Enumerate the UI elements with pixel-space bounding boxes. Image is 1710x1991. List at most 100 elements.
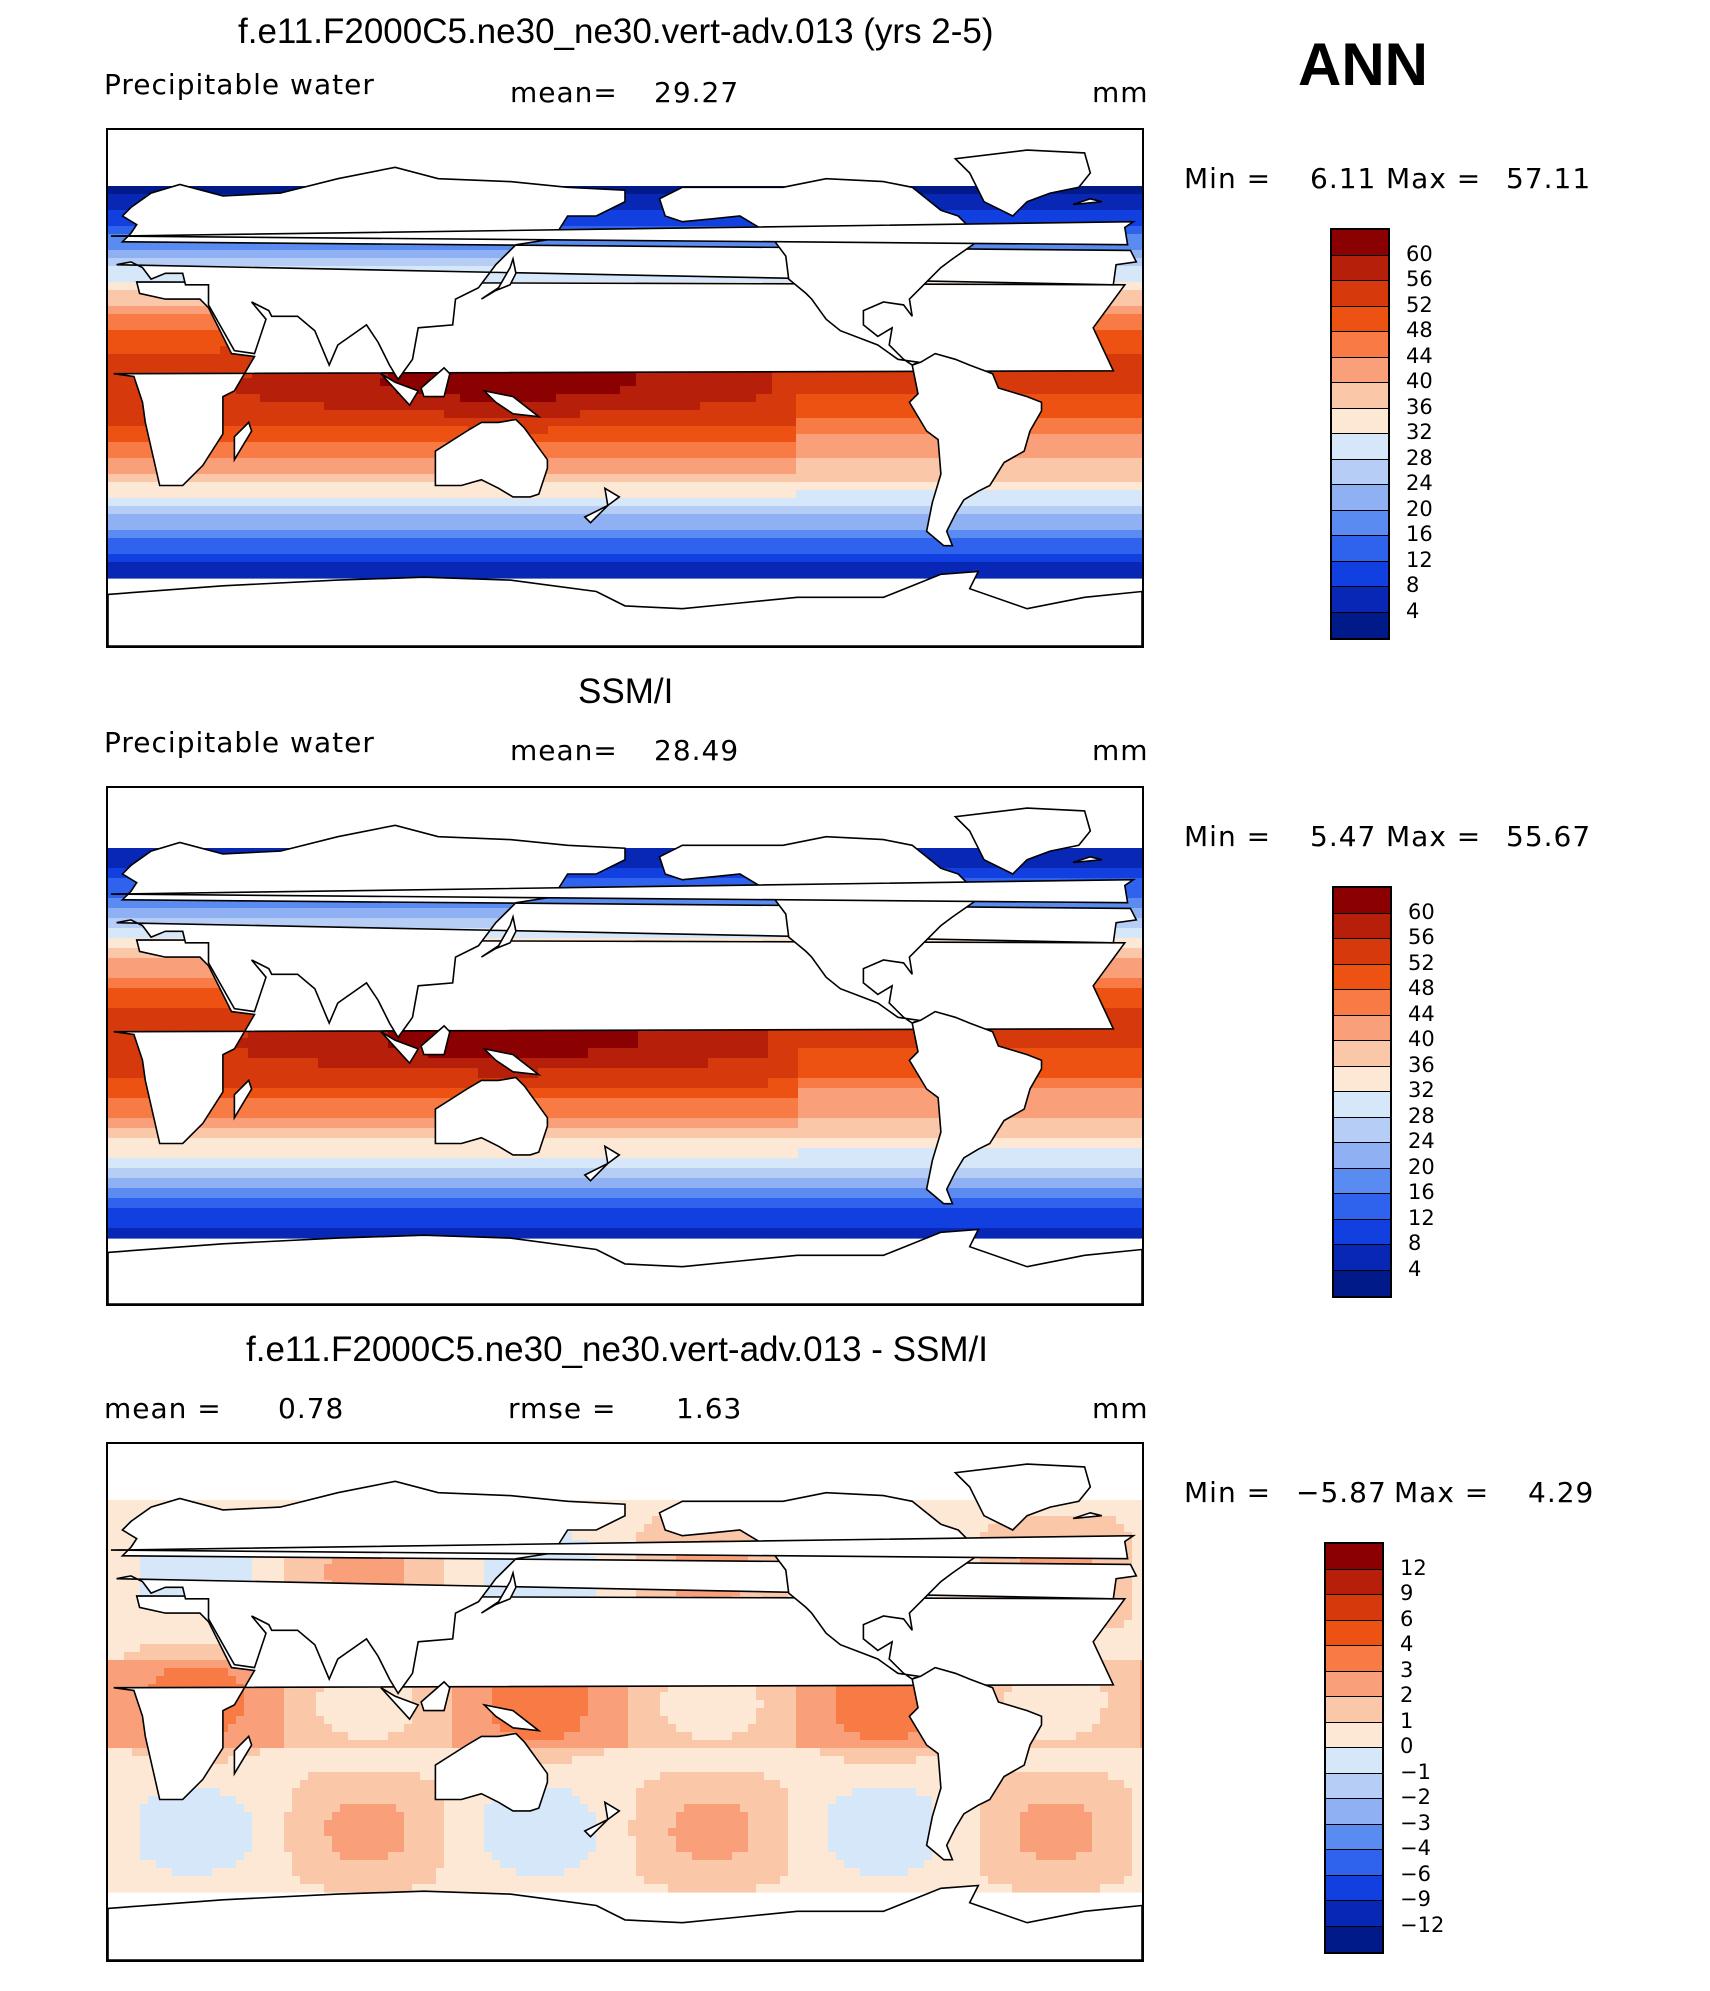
field-cell [764, 546, 773, 555]
field-cell [108, 498, 117, 507]
field-cell [444, 410, 453, 419]
field-cell [220, 250, 229, 259]
field-cell [172, 298, 181, 307]
field-cell [676, 410, 685, 419]
field-cell [388, 458, 397, 467]
field-cell [348, 410, 357, 419]
field-cell [252, 434, 261, 443]
field-cell [252, 370, 261, 379]
field-cell [212, 514, 221, 523]
field-cell [644, 218, 653, 227]
field-cell [436, 522, 445, 531]
field-cell [540, 554, 549, 563]
field-cell [916, 522, 925, 531]
field-cell [684, 570, 693, 579]
field-cell [412, 378, 421, 387]
field-cell [348, 450, 357, 459]
field-cell [548, 370, 557, 379]
field-cell [124, 386, 133, 395]
field-cell [564, 506, 573, 515]
field-cell [756, 506, 765, 515]
field-cell [140, 450, 149, 459]
field-cell [452, 506, 461, 515]
field-cell [908, 442, 917, 451]
field-cell [908, 522, 917, 531]
field-cell [604, 210, 613, 219]
field-cell [572, 386, 581, 395]
field-cell [412, 402, 421, 411]
field-cell [868, 562, 877, 571]
field-cell [340, 554, 349, 563]
field-cell [844, 490, 853, 499]
field-cell [484, 522, 493, 531]
field-cell [468, 482, 477, 491]
field-cell [572, 546, 581, 555]
field-cell [108, 522, 117, 531]
field-cell [268, 386, 277, 395]
field-cell [380, 482, 389, 491]
field-cell [652, 514, 661, 523]
field-cell [356, 538, 365, 547]
field-cell [460, 418, 469, 427]
field-cell [900, 490, 909, 499]
field-cell [452, 370, 461, 379]
field-cell [124, 282, 133, 291]
field-cell [396, 378, 405, 387]
field-cell [196, 250, 205, 259]
field-cell [300, 378, 309, 387]
field-cell [268, 402, 277, 411]
field-cell [708, 546, 717, 555]
field-cell [692, 402, 701, 411]
field-cell [380, 538, 389, 547]
field-cell [132, 442, 141, 451]
field-cell [196, 554, 205, 563]
field-cell [444, 434, 453, 443]
field-cell [692, 482, 701, 491]
field-cell [908, 386, 917, 395]
field-cell [132, 554, 141, 563]
field-cell [564, 570, 573, 579]
field-cell [732, 426, 741, 435]
field-cell [348, 434, 357, 443]
field-cell [220, 338, 229, 347]
field-cell [772, 418, 781, 427]
field-cell [284, 434, 293, 443]
field-cell [132, 482, 141, 491]
field-cell [684, 522, 693, 531]
field-cell [212, 482, 221, 491]
field-cell [148, 474, 157, 483]
field-cell [404, 554, 413, 563]
field-cell [828, 378, 837, 387]
field-cell [308, 410, 317, 419]
field-cell [596, 498, 605, 507]
field-cell [788, 426, 797, 435]
field-cell [660, 410, 669, 419]
field-cell [428, 250, 437, 259]
field-cell [196, 306, 205, 315]
field-cell [284, 514, 293, 523]
field-cell [108, 506, 117, 515]
field-cell [508, 522, 517, 531]
field-cell [460, 242, 469, 251]
field-cell [740, 530, 749, 539]
field-cell [428, 418, 437, 427]
field-cell [308, 418, 317, 427]
field-cell [740, 274, 749, 283]
field-cell [164, 498, 173, 507]
field-cell [860, 466, 869, 475]
field-cell [340, 530, 349, 539]
field-cell [220, 418, 229, 427]
field-cell [916, 506, 925, 515]
field-cell [164, 258, 173, 267]
field-cell [636, 194, 645, 203]
field-cell [516, 274, 525, 283]
field-cell [236, 538, 245, 547]
field-cell [236, 242, 245, 251]
field-cell [884, 570, 893, 579]
field-cell [356, 514, 365, 523]
field-cell [276, 498, 285, 507]
field-cell [652, 506, 661, 515]
field-cell [172, 338, 181, 347]
field-cell [540, 394, 549, 403]
field-cell [868, 370, 877, 379]
